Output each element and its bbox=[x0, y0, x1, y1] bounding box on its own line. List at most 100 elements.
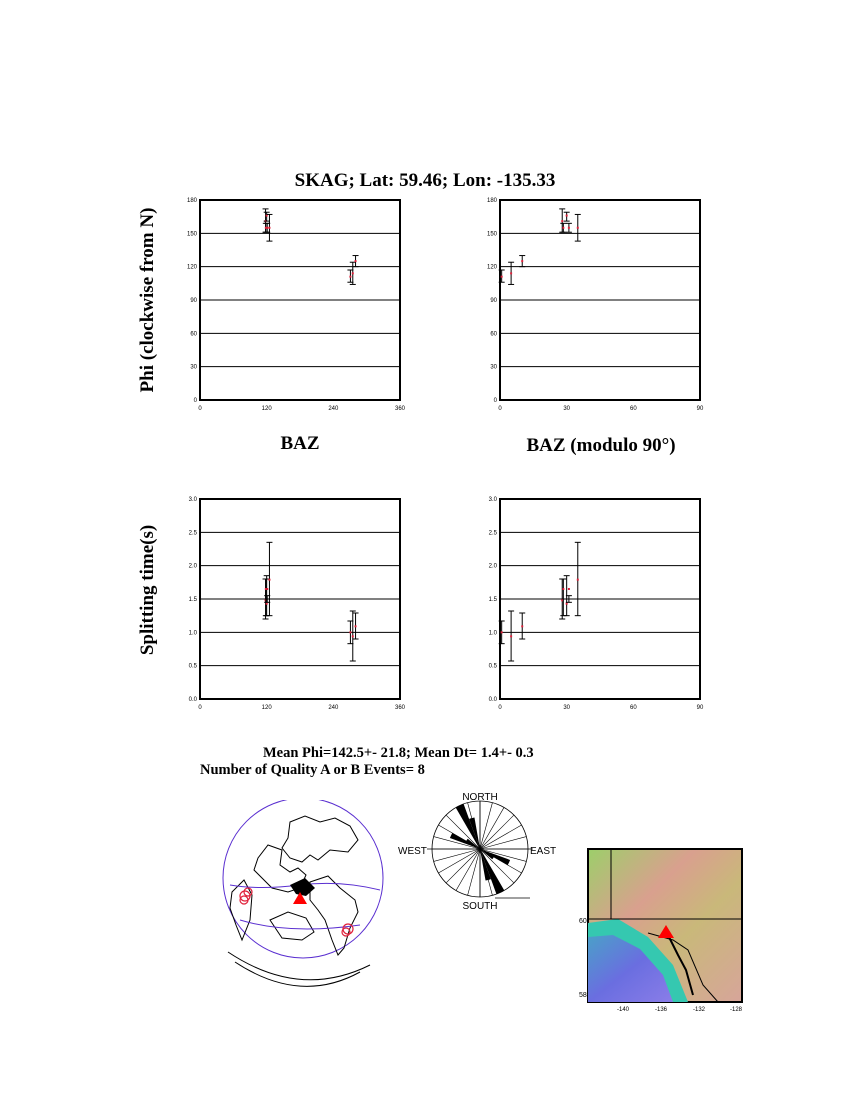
error-bar bbox=[262, 578, 269, 617]
data-point bbox=[521, 260, 524, 263]
plot-frame bbox=[199, 498, 401, 700]
rose-petal bbox=[456, 803, 480, 849]
rose-spoke bbox=[433, 848, 481, 862]
rose-petal bbox=[480, 849, 494, 860]
y-tick-label: 0.0 bbox=[189, 697, 198, 703]
y-tick-label: 0.5 bbox=[189, 664, 198, 670]
plot-phi-baz-mod90: 0 30 60 90 120 150 180 0 30 60 90 bbox=[487, 198, 704, 412]
event-globe-map bbox=[222, 800, 384, 987]
y-tick-label: 180 bbox=[487, 198, 498, 204]
x-tick-label: 0 bbox=[198, 705, 202, 711]
rose-petal bbox=[480, 849, 491, 881]
x-tick-label: 0 bbox=[498, 705, 502, 711]
data-point bbox=[510, 272, 513, 275]
y-tick-label: 0 bbox=[194, 398, 198, 404]
data-point bbox=[576, 578, 579, 581]
ocean bbox=[588, 935, 673, 1002]
mean-stats: Mean Phi=142.5+- 21.8; Mean Dt= 1.4+- 0.… bbox=[263, 745, 534, 761]
plot-dt-baz: 0.0 0.5 1.0 1.5 2.0 2.5 3.0 0 120 240 360 bbox=[189, 497, 406, 711]
baz-mod90-axis-label: BAZ (modulo 90°) bbox=[526, 435, 676, 456]
data-point bbox=[268, 226, 271, 229]
rose-spoke bbox=[479, 824, 522, 850]
y-tick-label: 30 bbox=[490, 365, 497, 371]
rose-spoke bbox=[479, 814, 515, 850]
y-tick-label: 180 bbox=[187, 198, 198, 204]
data-point bbox=[268, 578, 271, 581]
plot-frame bbox=[499, 199, 701, 401]
data-point bbox=[510, 635, 513, 638]
y-tick-label: 3.0 bbox=[489, 497, 498, 503]
event-count: Number of Quality A or B Events= 8 bbox=[200, 762, 425, 778]
data-point bbox=[562, 226, 565, 229]
data-point bbox=[265, 602, 268, 605]
data-point bbox=[265, 214, 268, 217]
globe-outline bbox=[222, 800, 384, 959]
y-tick-label: 30 bbox=[190, 365, 197, 371]
x-tick-label: 240 bbox=[328, 406, 339, 412]
rose-north-label: NORTH bbox=[462, 792, 497, 803]
rose-spoke bbox=[479, 848, 522, 874]
data-point bbox=[266, 226, 269, 229]
y-tick-label: 90 bbox=[190, 298, 197, 304]
lat-tick-58: 58 bbox=[579, 992, 587, 999]
data-point bbox=[567, 226, 570, 229]
lon-tick: -136 bbox=[655, 1007, 668, 1013]
data-point bbox=[561, 599, 564, 602]
y-tick-label: 2.5 bbox=[189, 530, 198, 536]
y-tick-label: 1.0 bbox=[189, 630, 198, 636]
y-tick-label: 1.5 bbox=[489, 597, 498, 603]
x-tick-label: 0 bbox=[498, 406, 502, 412]
rose-spoke bbox=[479, 848, 527, 862]
plot-dt-baz-mod90: 0.0 0.5 1.0 1.5 2.0 2.5 3.0 0 30 60 90 bbox=[489, 497, 704, 711]
rose-spoke bbox=[445, 814, 481, 850]
rose-petal bbox=[449, 833, 480, 849]
error-bar bbox=[565, 595, 572, 603]
main-continent-fill bbox=[290, 878, 315, 896]
y-tick-label: 2.5 bbox=[489, 530, 498, 536]
rose-spoke bbox=[479, 836, 527, 850]
fast-direction-rose: NORTH SOUTH WEST EAST bbox=[398, 792, 556, 912]
station-location-map: 60 58 -140 -136 -132 -128 bbox=[579, 848, 743, 1013]
x-tick-label: 360 bbox=[395, 705, 406, 711]
data-point bbox=[500, 275, 503, 278]
rose-spoke bbox=[479, 848, 515, 884]
data-point bbox=[266, 588, 269, 590]
y-tick-label: 90 bbox=[490, 298, 497, 304]
rose-petal bbox=[480, 849, 504, 895]
lon-tick: -140 bbox=[617, 1007, 630, 1013]
x-tick-label: 0 bbox=[198, 406, 202, 412]
x-tick-label: 60 bbox=[630, 406, 637, 412]
event-markers bbox=[239, 887, 354, 937]
rose-spoke bbox=[438, 848, 481, 874]
station-triangle-icon bbox=[293, 892, 307, 904]
x-tick-label: 90 bbox=[697, 705, 704, 711]
y-tick-label: 0.0 bbox=[489, 697, 498, 703]
x-tick-label: 120 bbox=[262, 406, 273, 412]
x-tick-label: 30 bbox=[563, 705, 570, 711]
y-tick-label: 150 bbox=[487, 231, 498, 237]
x-tick-label: 120 bbox=[262, 705, 273, 711]
data-point bbox=[567, 588, 570, 590]
y-tick-label: 150 bbox=[187, 231, 198, 237]
rose-spoke bbox=[445, 848, 481, 884]
y-tick-label: 120 bbox=[487, 265, 498, 271]
data-point bbox=[354, 625, 357, 628]
rose-spoke bbox=[467, 848, 481, 896]
lon-tick: -132 bbox=[693, 1007, 706, 1013]
data-point bbox=[354, 260, 357, 263]
rose-spoke bbox=[433, 836, 481, 850]
data-point bbox=[565, 214, 568, 217]
y-tick-label: 2.0 bbox=[489, 564, 498, 570]
rose-spoke bbox=[479, 802, 493, 850]
baz-axis-label: BAZ bbox=[280, 433, 320, 454]
data-point bbox=[562, 588, 565, 590]
y-tick-label: 0 bbox=[494, 398, 498, 404]
figure-title: SKAG; Lat: 59.46; Lon: -135.33 bbox=[294, 170, 556, 191]
rose-west-label: WEST bbox=[398, 846, 427, 857]
data-point bbox=[500, 631, 503, 634]
rose-spoke bbox=[479, 807, 505, 850]
data-point bbox=[521, 625, 524, 628]
rose-spoke bbox=[455, 848, 481, 891]
data-point bbox=[349, 631, 352, 634]
